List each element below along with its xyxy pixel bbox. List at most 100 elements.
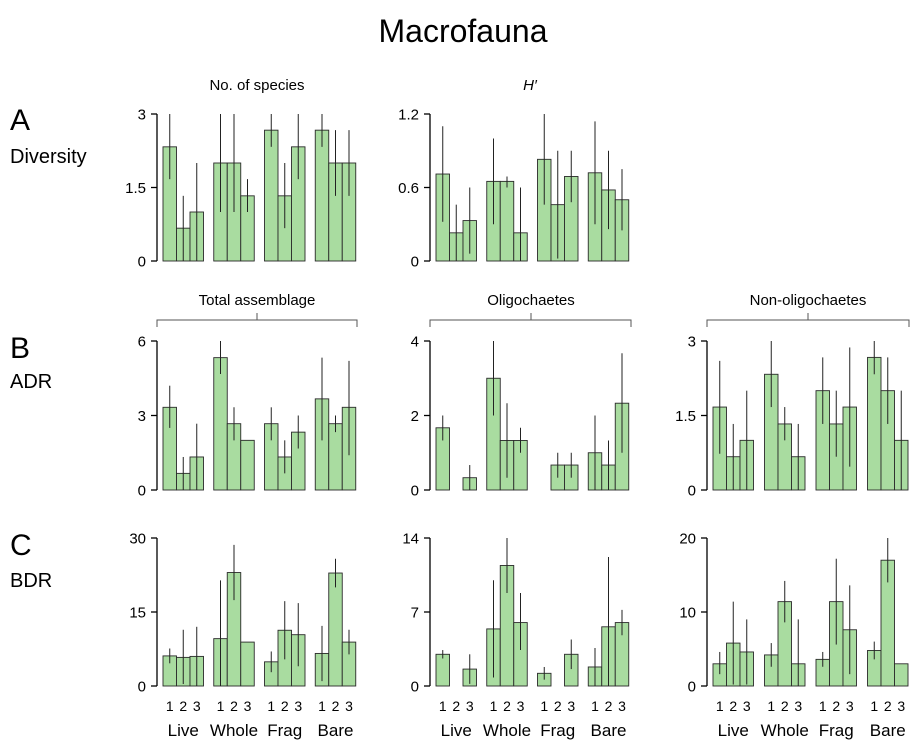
bar [867, 356, 882, 491]
chart-panel-b1: 0 3 6 [138, 334, 357, 500]
group-header-total-label: Total assemblage [199, 292, 316, 309]
y-tick-label: 0 [688, 679, 696, 696]
y-tick-label: 14 [402, 531, 419, 548]
x-group-label: Whole [210, 721, 258, 740]
x-sub-label: 1 [439, 698, 447, 714]
x-sub-label: 2 [452, 698, 460, 714]
x-sub-label: 3 [517, 698, 525, 714]
y-tick-label: 3 [138, 107, 146, 124]
x-sub-label: 1 [819, 698, 827, 714]
x-sub-label: 1 [767, 698, 775, 714]
y-tick-label: 30 [129, 531, 146, 548]
bar [264, 129, 279, 262]
row-b-letter: B [10, 332, 30, 365]
y-tick-label: 15 [129, 605, 146, 622]
x-group-label: Live [168, 721, 199, 740]
x-sub-label: 3 [466, 698, 474, 714]
chart-panels: No. of species01.53H′00.61.203602401.530… [125, 77, 909, 740]
row-c-letter: C [10, 529, 32, 562]
y-tick-label: 0 [138, 679, 146, 696]
y-tick-label: 0 [688, 483, 696, 500]
y-tick-label: 1.2 [398, 107, 419, 124]
x-sub-label: 1 [540, 698, 548, 714]
group-header-nonoligo-label: Non-oligochaetes [750, 292, 867, 309]
y-tick-label: 7 [411, 605, 419, 622]
x-sub-label: 2 [179, 698, 187, 714]
group-header-oligo-label: Oligochaetes [487, 292, 575, 309]
x-group-label: Bare [591, 721, 627, 740]
x-sub-label: 3 [193, 698, 201, 714]
x-sub-label: 2 [281, 698, 289, 714]
bar [213, 357, 228, 491]
y-tick-label: 0 [411, 483, 419, 500]
bar [240, 641, 255, 687]
x-sub-label: 3 [294, 698, 302, 714]
row-a-label: Diversity [10, 146, 87, 168]
group-header-oligo: Oligochaetes [429, 292, 632, 327]
y-tick-label: 3 [688, 334, 696, 351]
bar [314, 129, 330, 262]
y-tick-label: 6 [138, 334, 146, 351]
bar [328, 572, 343, 687]
chart-title: H′ [523, 77, 538, 94]
row-c-label: BDR [10, 570, 52, 592]
x-sub-label: 1 [591, 698, 599, 714]
y-tick-label: 0 [138, 254, 146, 271]
x-group-label: Frag [819, 721, 854, 740]
bar [499, 180, 515, 262]
x-sub-label: 3 [743, 698, 751, 714]
x-group-label: Frag [540, 721, 575, 740]
y-tick-label: 10 [679, 605, 696, 622]
y-tick-label: 0 [411, 254, 419, 271]
y-tick-label: 20 [679, 531, 696, 548]
chart-panel-b2: 0 2 4 [411, 334, 630, 500]
x-sub-label: 3 [345, 698, 353, 714]
x-sub-label: 1 [217, 698, 225, 714]
x-sub-label: 1 [716, 698, 724, 714]
x-group-label: Live [718, 721, 749, 740]
y-tick-label: 4 [411, 334, 419, 351]
x-sub-label: 3 [244, 698, 252, 714]
x-sub-label: 2 [729, 698, 737, 714]
x-group-label: Live [441, 721, 472, 740]
group-header-total: Total assemblage [156, 292, 358, 327]
row-b-label: ADR [10, 371, 52, 393]
x-sub-label: 2 [503, 698, 511, 714]
x-sub-label: 2 [332, 698, 340, 714]
x-group-label: Whole [483, 721, 531, 740]
bar [894, 663, 909, 687]
x-sub-label: 1 [166, 698, 174, 714]
y-tick-label: 0.6 [398, 180, 419, 197]
bar [240, 439, 255, 491]
y-tick-label: 1.5 [675, 408, 696, 425]
y-tick-label: 0 [411, 679, 419, 696]
bar [435, 653, 450, 687]
chart-panel-b3: 01.53 [675, 334, 909, 500]
x-sub-label: 3 [897, 698, 905, 714]
chart-title: No. of species [209, 77, 304, 94]
row-a-letter: A [10, 104, 30, 137]
x-sub-label: 1 [870, 698, 878, 714]
y-tick-label: 3 [138, 408, 146, 425]
x-sub-label: 2 [605, 698, 613, 714]
group-header-nonoligo: Non-oligochaetes [706, 292, 910, 327]
x-group-label: Bare [870, 721, 906, 740]
bracket-total [156, 313, 358, 327]
figure-title: Macrofauna [379, 13, 548, 49]
x-sub-label: 3 [846, 698, 854, 714]
x-group-label: Whole [761, 721, 809, 740]
x-sub-label: 2 [832, 698, 840, 714]
y-tick-label: 1.5 [125, 180, 146, 197]
x-sub-label: 2 [781, 698, 789, 714]
x-group-label: Bare [318, 721, 354, 740]
x-group-label: Frag [267, 721, 302, 740]
x-sub-label: 1 [490, 698, 498, 714]
y-tick-label: 2 [411, 408, 419, 425]
x-sub-label: 1 [318, 698, 326, 714]
x-sub-label: 1 [267, 698, 275, 714]
x-sub-label: 2 [554, 698, 562, 714]
